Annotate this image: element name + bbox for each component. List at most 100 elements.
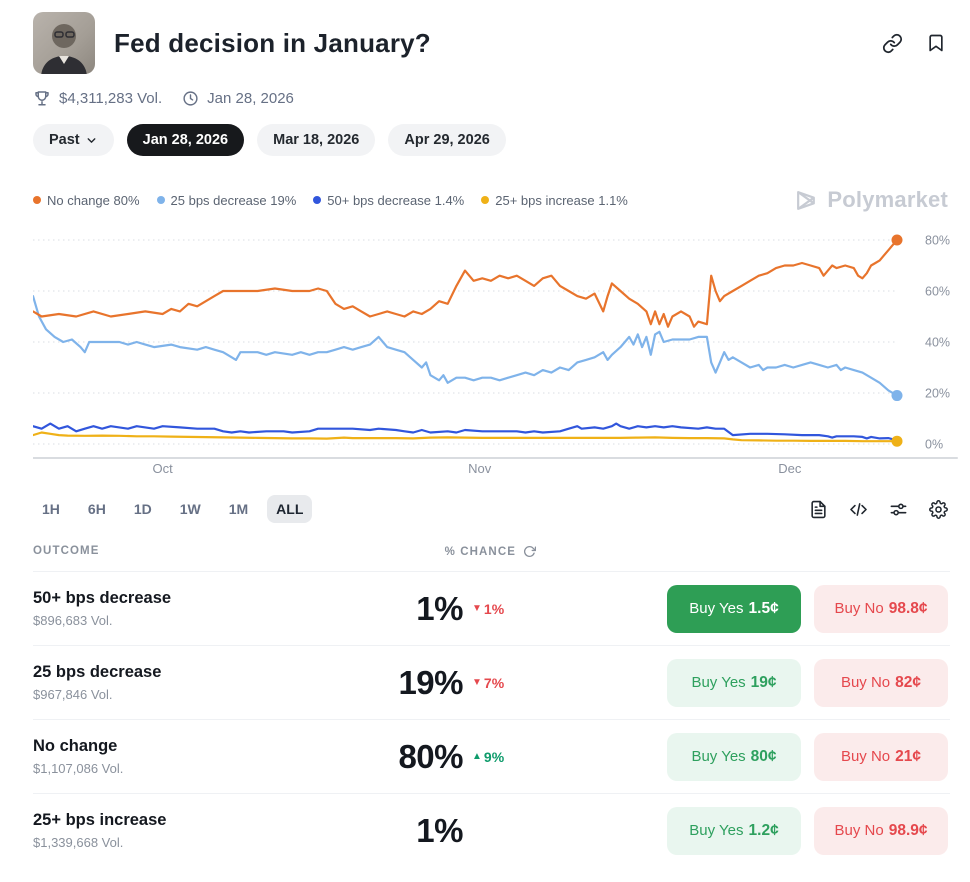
buy-no-price: 82¢: [895, 673, 922, 691]
outcome-name: 50+ bps decrease: [33, 589, 172, 607]
market-header: Fed decision in January?: [33, 12, 950, 74]
tab-label: Jan 28, 2026: [142, 132, 229, 148]
svg-text:60%: 60%: [925, 285, 950, 299]
buy-no-button[interactable]: Buy No 98.8¢: [814, 584, 948, 633]
legend-item: 25 bps decrease 19%: [156, 192, 297, 208]
triangle-down-icon: ▼: [472, 603, 482, 614]
end-date-text: Jan 28, 2026: [207, 89, 294, 107]
date-tab-jan-28-2026[interactable]: Jan 28, 2026: [126, 124, 245, 156]
volume-text: $4,311,283 Vol.: [59, 89, 163, 107]
timeframe-all[interactable]: ALL: [267, 495, 313, 523]
buy-no-button[interactable]: Buy No 98.9¢: [814, 806, 948, 855]
embed-button[interactable]: [849, 500, 868, 519]
legend-label: 50+ bps decrease 1.4%: [327, 192, 465, 208]
svg-text:0%: 0%: [925, 438, 943, 452]
chance-value: 19%: [398, 663, 463, 701]
change-value: 9%: [483, 748, 505, 765]
chart-options-button[interactable]: [889, 500, 908, 519]
timeframe-selector: 1H 6H 1D 1W 1M ALL: [33, 495, 313, 523]
settings-button[interactable]: [929, 499, 948, 519]
buy-no-label: Buy No: [834, 600, 884, 617]
buy-yes-button[interactable]: Buy Yes 1.2¢: [667, 806, 801, 855]
chance-value: 1%: [416, 589, 463, 627]
svg-text:Nov: Nov: [468, 461, 492, 476]
buy-yes-label: Buy Yes: [691, 748, 746, 765]
outcome-volume: $896,683 Vol.: [33, 613, 113, 628]
legend-dot-icon: [33, 196, 41, 204]
outcome-table: 50+ bps decrease $896,683 Vol. 1% ▼ 1% Buy Ye…: [33, 571, 950, 867]
outcome-name: 25+ bps increase: [33, 811, 167, 829]
svg-text:Oct: Oct: [152, 461, 173, 476]
chart-legend: No change 80% 25 bps decrease 19% 50+ bps …: [33, 193, 628, 208]
refresh-button[interactable]: [523, 545, 536, 558]
chance-value: 80%: [398, 737, 463, 775]
date-tab-past[interactable]: Past: [33, 124, 114, 156]
tab-label: Past: [49, 132, 80, 148]
outcome-volume: $1,107,086 Vol.: [33, 761, 124, 776]
buy-no-button[interactable]: Buy No 82¢: [814, 658, 948, 707]
legend-label: 25+ bps increase 1.1%: [495, 192, 628, 208]
timeframe-6h[interactable]: 6H: [79, 495, 115, 523]
trophy-icon: [33, 89, 51, 107]
buy-yes-button[interactable]: Buy Yes 19¢: [667, 658, 801, 707]
probability-chart[interactable]: 0% 20% 40% 60% 80% Oct Nov Dec: [33, 219, 958, 481]
date-tab-apr-29-2026[interactable]: Apr 29, 2026: [388, 124, 506, 156]
bookmark-button[interactable]: [926, 33, 946, 53]
timeframe-1w[interactable]: 1W: [171, 495, 210, 523]
date-tab-mar-18-2026[interactable]: Mar 18, 2026: [257, 124, 376, 156]
watermark-text: Polymarket: [827, 187, 948, 212]
chance-change: ▼ 7%: [472, 675, 504, 691]
buy-no-price: 98.9¢: [888, 821, 928, 839]
timeframe-1h[interactable]: 1H: [33, 495, 69, 523]
rules-button[interactable]: [809, 500, 828, 519]
buy-yes-label: Buy Yes: [689, 822, 744, 839]
legend-item: 25+ bps increase 1.1%: [481, 193, 628, 208]
table-header: OUTCOME % CHANCE: [33, 545, 950, 558]
chance-value: 1%: [416, 811, 463, 849]
change-value: 7%: [483, 674, 505, 691]
timeframe-1d[interactable]: 1D: [125, 495, 161, 523]
sliders-icon: [889, 500, 908, 519]
buy-no-price: 98.8¢: [888, 599, 928, 617]
svg-text:80%: 80%: [925, 234, 950, 248]
buy-yes-button[interactable]: Buy Yes 80¢: [667, 732, 801, 781]
legend-dot-icon: [156, 196, 165, 204]
chance-change: ▲ 9%: [472, 749, 504, 765]
polymarket-logo-icon: [794, 188, 819, 213]
table-row: 25+ bps increase $1,339,668 Vol. 1% Buy Yes…: [33, 793, 950, 867]
buy-no-label: Buy No: [840, 748, 891, 765]
buy-yes-label: Buy Yes: [691, 674, 746, 691]
triangle-down-icon: ▼: [472, 677, 482, 688]
page-title: Fed decision in January?: [114, 27, 431, 58]
table-row: 50+ bps decrease $896,683 Vol. 1% ▼ 1% Buy Ye…: [33, 571, 950, 645]
buy-no-label: Buy No: [834, 822, 884, 839]
triangle-up-icon: ▲: [472, 751, 482, 762]
legend-dot-icon: [313, 196, 322, 204]
legend-dot-icon: [481, 196, 490, 204]
refresh-icon: [523, 545, 536, 558]
chance-column-header: % CHANCE: [444, 545, 516, 558]
tab-label: Apr 29, 2026: [404, 132, 490, 148]
gear-icon: [929, 499, 948, 519]
buy-yes-button[interactable]: Buy Yes 1.5¢: [667, 584, 801, 633]
legend-item: 50+ bps decrease 1.4%: [313, 193, 464, 208]
legend-item: No change 80%: [33, 193, 140, 208]
buy-no-button[interactable]: Buy No 21¢: [814, 732, 948, 781]
timeframe-1m[interactable]: 1M: [220, 495, 257, 523]
svg-text:Dec: Dec: [778, 461, 802, 476]
outcome-name: 25 bps decrease: [33, 663, 162, 681]
legend-label: 25 bps decrease 19%: [170, 192, 297, 208]
outcome-column-header: OUTCOME: [33, 545, 100, 557]
market-avatar-image: [33, 12, 95, 74]
buy-yes-price: 1.2¢: [748, 821, 779, 839]
svg-text:20%: 20%: [925, 387, 950, 401]
buy-yes-label: Buy Yes: [689, 600, 744, 617]
buy-no-price: 21¢: [895, 747, 922, 765]
legend-label: No change 80%: [47, 192, 140, 208]
buy-no-label: Buy No: [840, 674, 891, 691]
copy-link-button[interactable]: [882, 33, 903, 54]
chevron-down-icon: [85, 134, 98, 147]
outcome-volume: $1,339,668 Vol.: [33, 835, 124, 850]
table-row: No change $1,107,086 Vol. 80% ▲ 9% Buy Yes 80¢…: [33, 719, 950, 793]
bookmark-icon: [926, 33, 946, 53]
